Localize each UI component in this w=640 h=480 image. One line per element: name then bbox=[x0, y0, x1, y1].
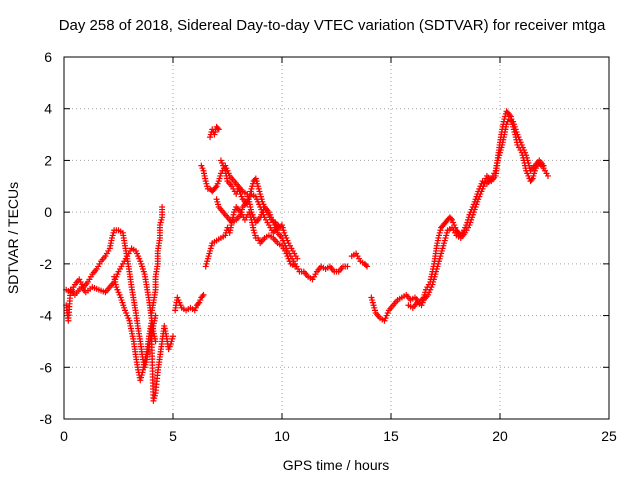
y-tick-label: 4 bbox=[44, 101, 52, 117]
y-axis-label: SDTVAR / TECUs bbox=[5, 182, 21, 294]
data-point bbox=[159, 203, 166, 210]
x-tick-label: 15 bbox=[383, 428, 399, 444]
y-tick-label: 0 bbox=[44, 204, 52, 220]
data-point-marker bbox=[199, 293, 206, 300]
y-tick-label: 2 bbox=[44, 152, 52, 168]
x-axis-label: GPS time / hours bbox=[283, 457, 390, 473]
x-tick-label: 5 bbox=[169, 428, 177, 444]
data-point bbox=[274, 224, 281, 231]
data-point-marker bbox=[528, 176, 535, 183]
data-point bbox=[364, 263, 371, 270]
y-tick-label: -6 bbox=[40, 359, 53, 375]
data-point bbox=[544, 172, 551, 179]
x-tick-label: 20 bbox=[492, 428, 508, 444]
data-point-marker bbox=[506, 112, 513, 119]
data-point bbox=[200, 291, 207, 298]
y-tick-label: -8 bbox=[40, 411, 53, 427]
data-point bbox=[170, 333, 176, 340]
data-point-marker bbox=[214, 125, 221, 132]
data-point bbox=[215, 126, 222, 133]
data-point bbox=[294, 255, 301, 262]
data-points bbox=[63, 108, 551, 404]
data-point-marker bbox=[362, 262, 369, 269]
data-point bbox=[344, 263, 351, 270]
plot-frame bbox=[63, 56, 610, 420]
x-tick-label: 10 bbox=[274, 428, 290, 444]
x-tick-label: 25 bbox=[601, 428, 617, 444]
x-tick-label: 0 bbox=[60, 428, 68, 444]
y-tick-label: -4 bbox=[40, 308, 53, 324]
data-point bbox=[292, 263, 299, 270]
chart-title: Day 258 of 2018, Sidereal Day-to-day VTE… bbox=[59, 17, 606, 34]
y-tick-label: 6 bbox=[44, 49, 52, 65]
data-point-marker bbox=[195, 300, 202, 307]
data-point-marker bbox=[212, 184, 219, 191]
y-tick-label: -2 bbox=[40, 256, 53, 272]
axis-ticks: 0 5 10 15 20 25 -8 -6 -4 -2 0 2 4 6 bbox=[40, 49, 617, 444]
data-point-marker bbox=[447, 215, 454, 222]
data-point bbox=[540, 162, 547, 169]
